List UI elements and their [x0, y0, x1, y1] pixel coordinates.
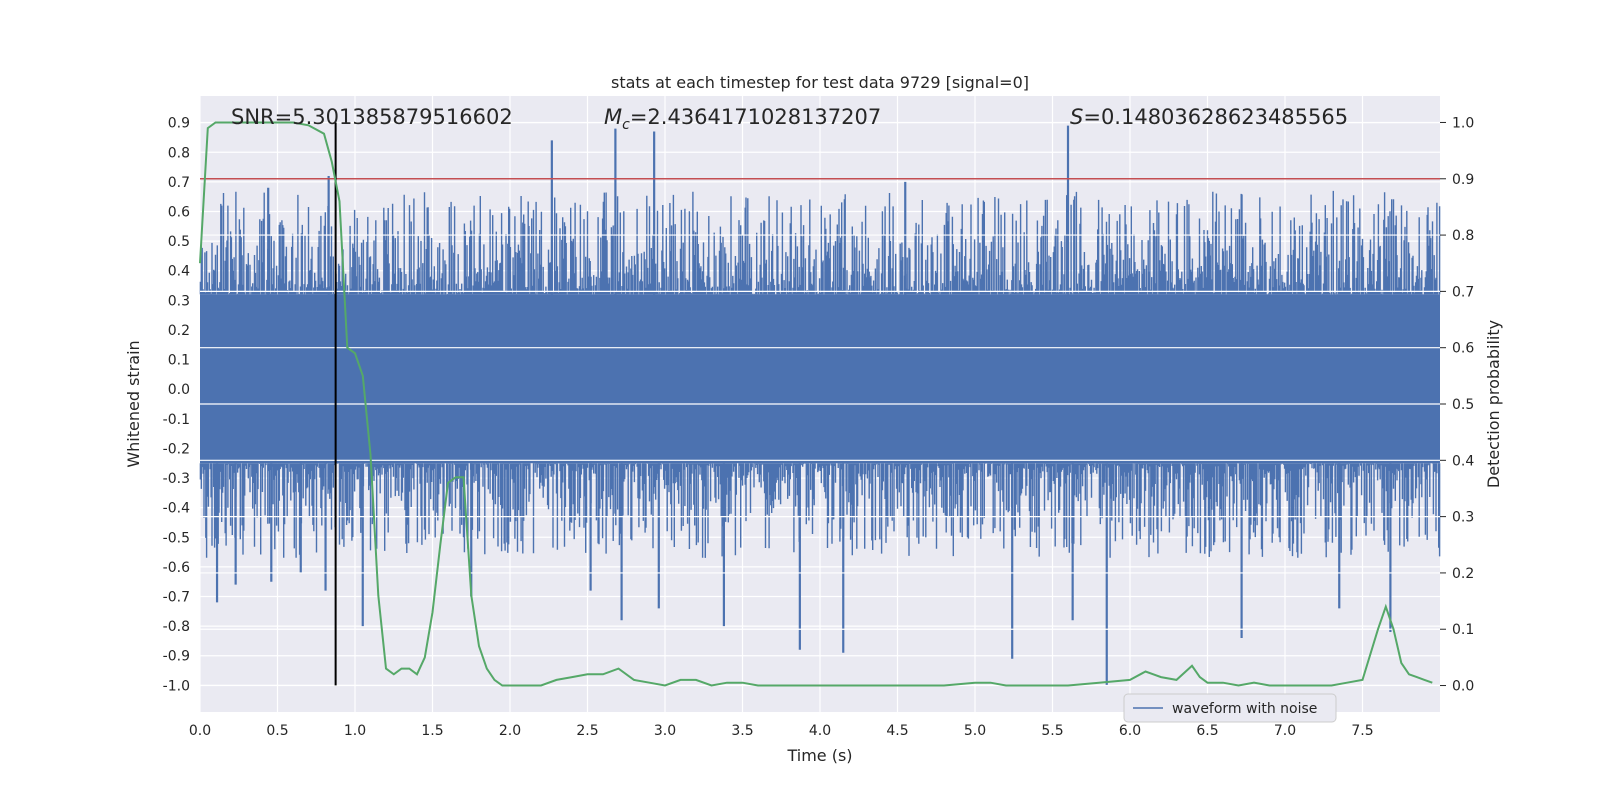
x-tick-label: 3.0	[654, 723, 676, 739]
x-tick-label: 5.5	[1041, 723, 1063, 739]
snr-annotation: SNR=5.301385879516602	[231, 105, 513, 129]
y-left-tick-label: 0.4	[168, 264, 190, 280]
y-left-tick-label: 0.1	[168, 353, 190, 369]
x-tick-label: 1.5	[421, 723, 443, 739]
y-right-tick-label: 0.3	[1452, 510, 1474, 526]
y-left-tick-label: 0.7	[168, 175, 190, 191]
y-left-tick-label: -0.9	[163, 649, 190, 665]
x-tick-label: 6.0	[1119, 723, 1141, 739]
x-tick-label: 5.0	[964, 723, 986, 739]
y-left-tick-label: 0.9	[168, 116, 190, 132]
legend-label: waveform with noise	[1172, 701, 1317, 717]
y-right-tick-label: 0.9	[1452, 172, 1474, 188]
y-left-tick-label: 0.0	[168, 382, 190, 398]
s-annotation: S=0.14803628623485565	[1070, 105, 1348, 129]
chirp-mass-value: =2.4364171028137207	[630, 105, 881, 129]
chirp-mass-annotation: Mc=2.4364171028137207	[604, 105, 881, 133]
x-axis-label: Time (s)	[786, 746, 852, 765]
y-left-tick-label: -0.1	[163, 412, 190, 428]
y-left-tick-label: -1.0	[163, 678, 190, 694]
y-right-tick-label: 0.4	[1452, 453, 1474, 469]
x-tick-label: 7.0	[1274, 723, 1296, 739]
y-right-tick-label: 0.1	[1452, 622, 1474, 638]
chirp-mass-subscript: c	[622, 117, 630, 133]
y-left-tick-label: -0.5	[163, 530, 190, 546]
y-left-tick-label: -0.2	[163, 441, 190, 457]
y-left-tick-label: 0.3	[168, 293, 190, 309]
x-tick-label: 3.5	[731, 723, 753, 739]
y-left-tick-label: -0.7	[163, 590, 190, 606]
x-tick-label: 2.5	[576, 723, 598, 739]
y-right-tick-label: 1.0	[1452, 115, 1474, 131]
x-tick-label: 6.5	[1196, 723, 1218, 739]
s-symbol: S	[1070, 105, 1083, 129]
x-tick-label: 1.0	[344, 723, 366, 739]
chart-title: stats at each timestep for test data 972…	[611, 73, 1029, 92]
x-tick-label: 0.0	[189, 723, 211, 739]
x-tick-label: 2.0	[499, 723, 521, 739]
y-left-tick-label: 0.2	[168, 323, 190, 339]
probability-line	[199, 121, 1433, 687]
y-left-tick-label: -0.8	[163, 619, 190, 635]
strain-series	[199, 121, 1441, 687]
y-left-tick-label: 0.6	[168, 205, 190, 221]
legend: waveform with noise	[1123, 693, 1337, 723]
x-tick-label: 4.0	[809, 723, 831, 739]
strain-noise-core	[200, 294, 1440, 464]
probability-layer	[199, 121, 1433, 687]
y-right-tick-label: 0.8	[1452, 228, 1474, 244]
x-tick-label: 4.5	[886, 723, 908, 739]
y-axis-label-left: Whitened strain	[124, 340, 143, 467]
y-right-tick-label: 0.7	[1452, 284, 1474, 300]
y-axis-label-right: Detection probability	[1484, 320, 1503, 488]
x-tick-label: 7.5	[1351, 723, 1373, 739]
y-right-tick-label: 0.2	[1452, 566, 1474, 582]
y-left-tick-label: -0.4	[163, 501, 190, 517]
y-left-tick-label: -0.3	[163, 471, 190, 487]
y-left-tick-label: -0.6	[163, 560, 190, 576]
y-left-tick-label: 0.8	[168, 145, 190, 161]
chirp-mass-symbol: M	[604, 105, 622, 129]
y-right-tick-label: 0.0	[1452, 679, 1474, 695]
y-right-tick-label: 0.5	[1452, 397, 1474, 413]
strain-noise-lower	[199, 463, 1441, 558]
y-right-tick-label: 0.6	[1452, 341, 1474, 357]
x-tick-label: 0.5	[266, 723, 288, 739]
tick-labels: 0.0 0.5 1.0 1.5 2.0 2.5 3.0 3.5 4.0 4.5 5.0 5.5 6.0 6…	[163, 115, 1475, 739]
legend-box	[1123, 693, 1337, 723]
y-left-tick-label: 0.5	[168, 234, 190, 250]
s-value: =0.14803628623485565	[1083, 105, 1348, 129]
